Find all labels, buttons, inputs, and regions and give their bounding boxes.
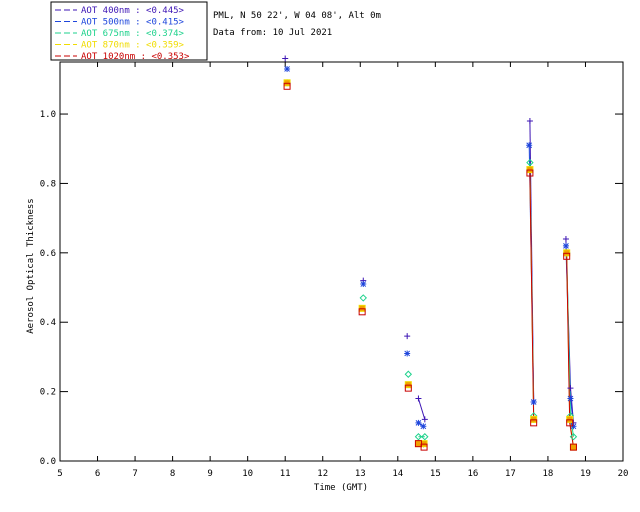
data-point-1 [284, 65, 291, 72]
data-point-0 [421, 416, 428, 423]
x-tick-label: 9 [207, 469, 212, 479]
data-point-0 [404, 333, 411, 340]
data-point-1 [562, 242, 569, 249]
x-axis-label: Time (GMT) [314, 483, 368, 493]
x-tick-label: 8 [170, 469, 175, 479]
data-point-0 [415, 395, 422, 402]
legend-entry: AOT 1020nm : <0.353> [81, 52, 190, 62]
data-point-4 [404, 384, 412, 392]
data-point-4 [420, 443, 428, 451]
y-axis: 0.0 0.2 0.4 0.6 0.8 1.0 [40, 110, 623, 467]
legend-entry: AOT 870nm : <0.359> [81, 41, 185, 51]
y-tick-label: 0.8 [40, 179, 56, 189]
legend-box [50, 1, 208, 61]
x-tick-label: 14 [392, 469, 403, 479]
date-label: Data from: 10 Jul 2021 [213, 28, 332, 38]
x-tick-label: 19 [580, 469, 591, 479]
data-point-2 [526, 158, 534, 167]
data-point-0 [282, 55, 289, 62]
data-point-2 [414, 433, 423, 441]
y-tick-label: 0.2 [40, 388, 56, 398]
data-point-0 [562, 235, 569, 242]
data-point-4 [283, 82, 291, 90]
data-point-4 [358, 308, 366, 316]
x-tick-label: 5 [57, 469, 62, 479]
legend: AOT 400nm : <0.445>AOT 500nm : <0.415>AO… [55, 6, 190, 62]
data-point-1 [360, 281, 367, 288]
data-point-2 [569, 433, 578, 441]
data-point-1 [420, 423, 427, 430]
data-point-2 [404, 370, 413, 378]
y-tick-label: 1.0 [40, 110, 56, 120]
x-axis: 5 6 7 8 9 10 11 12 13 14 15 16 17 18 19 20 [57, 62, 628, 479]
data-point-1 [570, 423, 577, 430]
data-point-1 [415, 419, 422, 426]
data-point-4 [526, 169, 534, 177]
legend-entry: AOT 675nm : <0.374> [81, 29, 185, 39]
legend-entry: AOT 500nm : <0.415> [81, 18, 185, 28]
x-tick-label: 6 [95, 469, 100, 479]
x-tick-label: 7 [132, 469, 137, 479]
series-line-0 [417, 398, 426, 420]
data-point-3-fill [415, 440, 422, 447]
data-point-4 [530, 419, 538, 427]
data-point-1 [526, 142, 533, 149]
data-point-1 [567, 395, 574, 402]
x-tick-label: 15 [430, 469, 441, 479]
data-point-2 [359, 294, 367, 302]
x-tick-label: 16 [467, 469, 478, 479]
data-point-0 [567, 385, 574, 392]
plot-frame [59, 61, 624, 462]
x-tick-label: 17 [505, 469, 516, 479]
data-point-2 [421, 433, 429, 441]
data-point-1 [530, 399, 537, 406]
y-tick-label: 0.6 [40, 249, 56, 259]
x-tick-label: 11 [280, 469, 291, 479]
x-tick-label: 12 [317, 469, 328, 479]
x-tick-label: 10 [242, 469, 253, 479]
y-tick-label: 0.0 [40, 457, 56, 467]
data-point-0 [526, 117, 533, 124]
series-markers [282, 55, 578, 451]
series-line-4 [529, 172, 535, 423]
data-point-4 [569, 443, 577, 451]
data-point-4 [563, 252, 571, 260]
data-point-4 [566, 419, 574, 427]
x-tick-label: 13 [355, 469, 366, 479]
data-point-3-fill [570, 444, 577, 451]
y-tick-label: 0.4 [40, 318, 56, 328]
legend-entry: AOT 400nm : <0.445> [81, 6, 185, 16]
x-tick-label: 20 [618, 469, 629, 479]
site-label: PML, N 50 22', W 04 08', Alt 0m [213, 11, 381, 21]
y-axis-label: Aerosol Optical Thickness [26, 198, 36, 333]
x-tick-label: 18 [543, 469, 554, 479]
data-point-1 [404, 350, 411, 357]
